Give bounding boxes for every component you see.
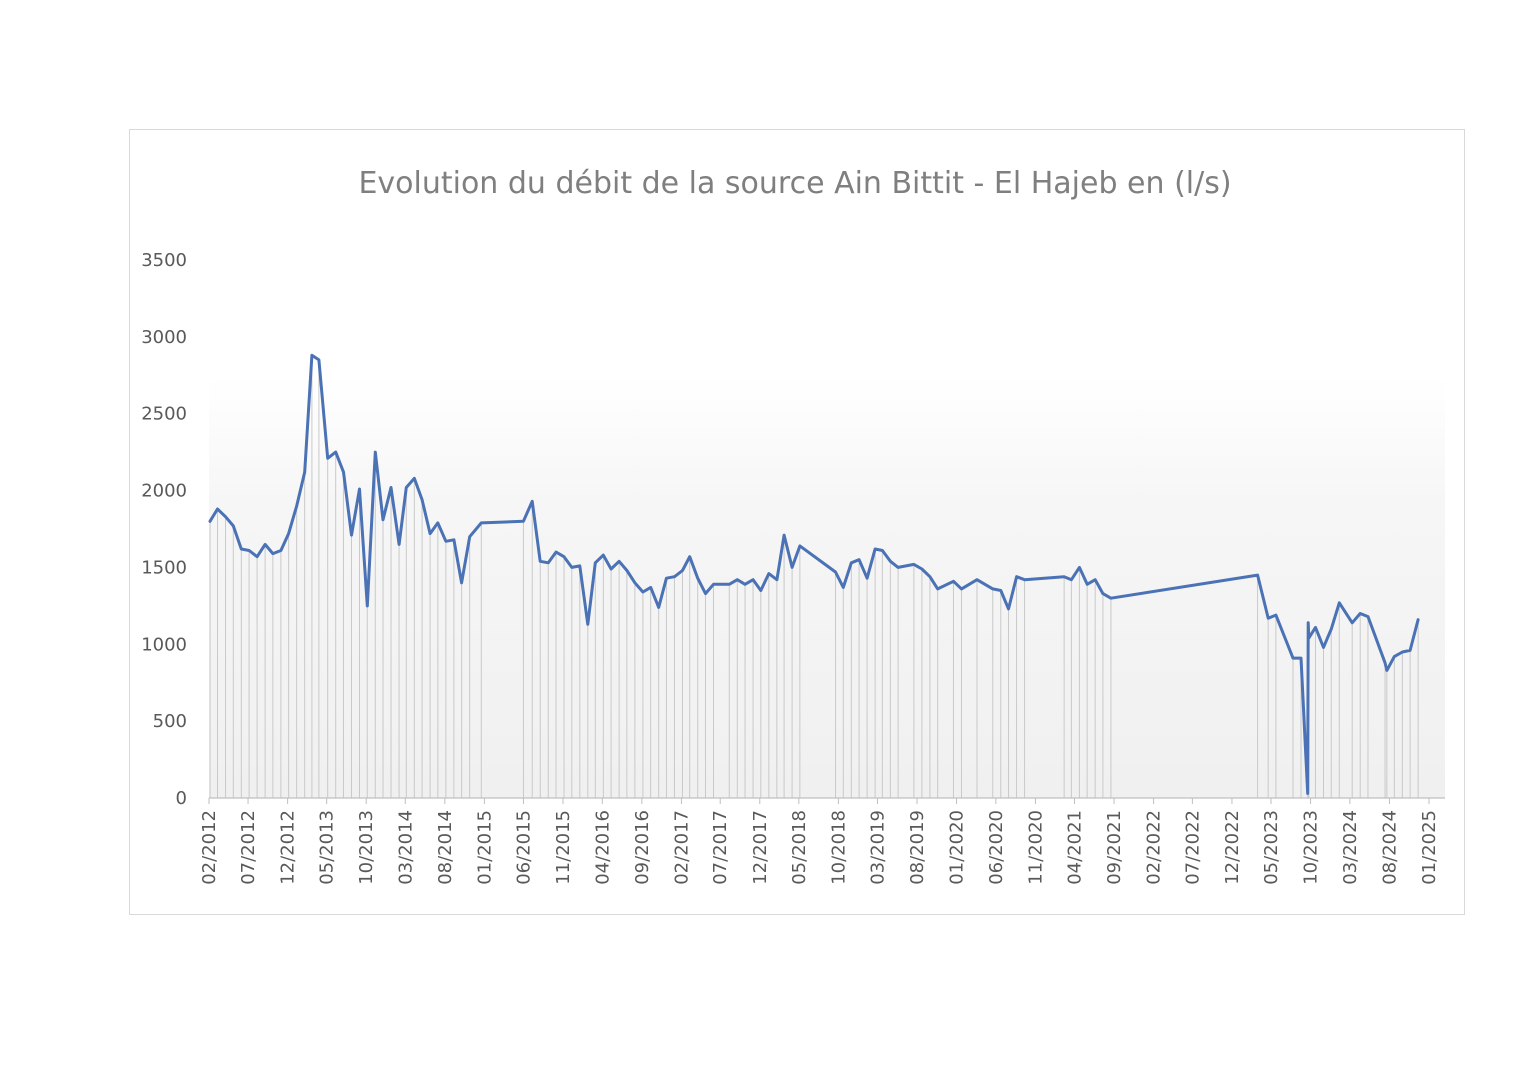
x-tick-label: 01/2025 xyxy=(1419,810,1440,885)
x-tick-label: 08/2014 xyxy=(435,810,456,885)
x-tick-label: 01/2015 xyxy=(474,810,495,885)
x-tick-label: 07/2012 xyxy=(238,810,259,885)
x-tick-label: 10/2013 xyxy=(356,810,377,885)
x-tick-label: 03/2019 xyxy=(867,810,888,885)
x-tick-label: 12/2012 xyxy=(278,810,299,885)
y-tick-label: 3500 xyxy=(141,250,187,271)
y-tick-label: 2000 xyxy=(141,481,187,502)
plot-background xyxy=(209,377,1445,798)
x-tick-label: 08/2024 xyxy=(1379,810,1400,885)
x-tick-label: 02/2012 xyxy=(199,810,220,885)
x-tick-label: 05/2018 xyxy=(789,810,810,885)
x-tick-label: 10/2018 xyxy=(828,810,849,885)
drop-lines xyxy=(209,355,1419,798)
x-tick-label: 09/2021 xyxy=(1104,810,1125,885)
chart-frame: Evolution du débit de la source Ain Bitt… xyxy=(129,129,1465,915)
x-tick-label: 05/2013 xyxy=(317,810,338,885)
x-tick-label: 04/2021 xyxy=(1064,810,1085,885)
y-tick-label: 1000 xyxy=(141,634,187,655)
x-tick-label: 06/2020 xyxy=(986,810,1007,885)
x-axis-tick-labels: 02/2012 07/2012 12/2012 05/2013 10/2013 03/20… xyxy=(199,810,1440,885)
y-axis-tick-labels: 0 500 1000 1500 2000 2500 3000 3500 xyxy=(141,250,187,809)
chart-title: Evolution du débit de la source Ain Bitt… xyxy=(358,166,1231,201)
x-tick-label: 11/2015 xyxy=(553,810,574,885)
x-tick-label: 12/2022 xyxy=(1222,810,1243,885)
y-tick-label: 1500 xyxy=(141,557,187,578)
x-tick-label: 01/2020 xyxy=(947,810,968,885)
series-line-debit xyxy=(208,353,1420,795)
x-tick-label: 03/2014 xyxy=(395,810,416,885)
x-tick-label: 12/2017 xyxy=(750,810,771,885)
x-tick-label: 10/2023 xyxy=(1301,810,1322,885)
line-chart: Evolution du débit de la source Ain Bitt… xyxy=(141,166,1445,885)
x-tick-label: 07/2022 xyxy=(1182,810,1203,885)
x-tick-label: 03/2024 xyxy=(1340,810,1361,885)
x-tick-label: 11/2020 xyxy=(1025,810,1046,885)
x-tick-label: 06/2015 xyxy=(513,810,534,885)
x-tick-label: 08/2019 xyxy=(907,810,928,885)
x-tick-label: 02/2022 xyxy=(1144,810,1165,885)
y-tick-label: 0 xyxy=(176,788,187,809)
y-tick-label: 2500 xyxy=(141,404,187,425)
x-tick-label: 07/2017 xyxy=(710,810,731,885)
x-tick-label: 09/2016 xyxy=(632,810,653,885)
x-tick-label: 05/2023 xyxy=(1261,810,1282,885)
x-tick-label: 02/2017 xyxy=(671,810,692,885)
y-tick-label: 500 xyxy=(153,711,187,732)
x-tick-label: 04/2016 xyxy=(592,810,613,885)
x-axis-ticks xyxy=(208,798,1430,804)
y-tick-label: 3000 xyxy=(141,327,187,348)
